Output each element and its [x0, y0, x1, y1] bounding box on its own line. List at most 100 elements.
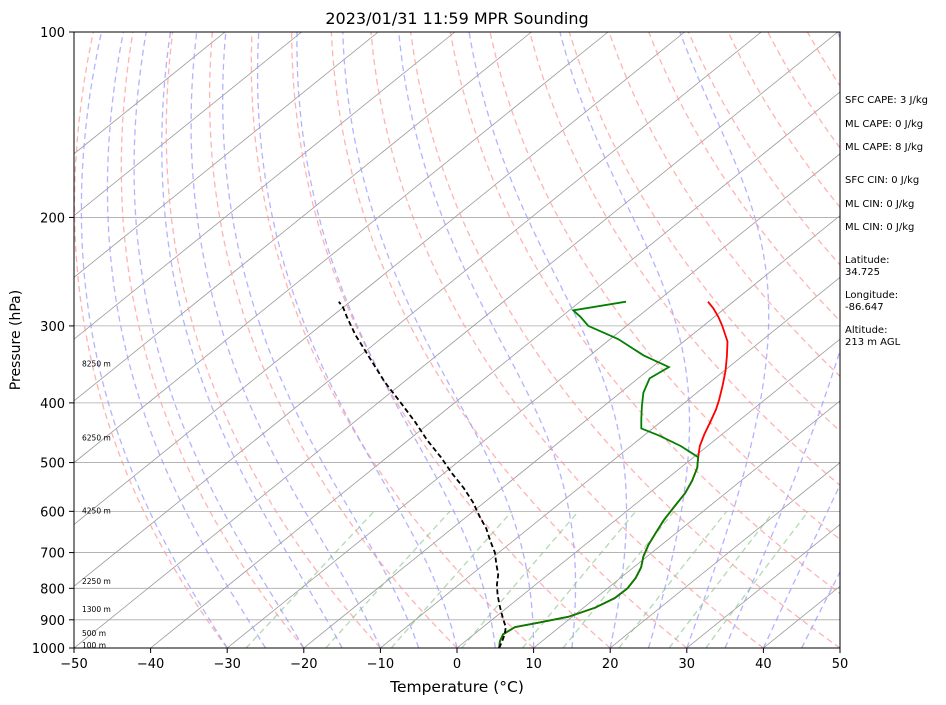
chart-title: 2023/01/31 11:59 MPR Sounding — [325, 9, 588, 28]
isotherm-line — [686, 523, 840, 648]
mixing-ratio-line — [390, 510, 513, 648]
x-tick-label: −10 — [367, 657, 394, 672]
isotherm-line — [456, 338, 840, 648]
moist-adiabat-line — [296, 32, 496, 648]
isotherm-line — [74, 32, 762, 587]
mixing-ratio-line — [461, 510, 579, 648]
x-tick-label: 20 — [602, 657, 619, 672]
isotherm-line — [150, 91, 840, 648]
isotherm-line — [74, 32, 685, 525]
y-tick-label: 600 — [40, 505, 65, 520]
moist-adiabat-line — [468, 32, 628, 648]
x-axis: −50 −40 −30 −20 −10 0 10 20 30 40 50 — [60, 648, 848, 672]
x-tick-label: −20 — [290, 657, 317, 672]
dry-adiabat-line — [370, 32, 764, 648]
x-axis-label: Temperature (°C) — [389, 678, 524, 696]
background-lines — [74, 32, 946, 648]
x-tick-label: −40 — [137, 657, 164, 672]
x-tick-label: 40 — [755, 657, 772, 672]
height-label: 8250 m — [82, 359, 111, 368]
isotherm-line — [74, 32, 839, 648]
moist-adiabat-line — [106, 32, 267, 648]
moist-adiabat-line — [256, 32, 458, 648]
height-label: 100 m — [82, 641, 106, 650]
dry-adiabat-line — [250, 32, 535, 648]
mixing-ratio-line — [521, 510, 637, 648]
dry-adiabat-line — [926, 32, 946, 648]
x-tick-label: −30 — [213, 657, 240, 672]
dewpoint-profile-line — [498, 300, 700, 648]
stat-item: Longitude: -86.647 — [845, 290, 899, 313]
stat-item: Latitude: 34.725 — [845, 255, 890, 278]
moist-adiabat-line — [724, 32, 840, 648]
stat-item: Altitude: 213 m AGL — [845, 325, 901, 348]
series-layer — [338, 300, 729, 648]
y-tick-label: 800 — [40, 582, 65, 597]
height-label: 6250 m — [82, 433, 111, 442]
y-tick-label: 700 — [40, 547, 65, 562]
moist-adiabat-line — [80, 32, 228, 648]
dry-adiabat-line — [120, 32, 305, 648]
height-label: 500 m — [82, 629, 106, 638]
isotherm-line — [74, 32, 302, 217]
height-label: 4250 m — [82, 506, 111, 515]
moist-adiabat-line — [679, 32, 770, 648]
mixing-ratio-line — [668, 510, 775, 648]
height-label: 1300 m — [82, 605, 111, 614]
moist-adiabat-line — [398, 32, 577, 648]
moist-adiabat-line — [133, 32, 305, 648]
isotherm-line — [74, 32, 226, 155]
dry-adiabat-line — [165, 32, 381, 648]
moist-adiabat-line — [342, 32, 535, 648]
dry-adiabat-line — [330, 32, 688, 648]
y-tick-label: 200 — [40, 211, 65, 226]
x-tick-label: −50 — [60, 657, 87, 672]
height-labels: 8250 m 6250 m 4250 m 2250 m 1300 m 500 m 100 m — [82, 359, 111, 649]
isotherm-line — [74, 32, 532, 402]
stat-item: SFC CAPE: 3 J/kg — [845, 95, 928, 106]
isotherm-line — [533, 400, 840, 648]
isotherm-line — [226, 153, 840, 648]
mixing-ratio-line — [245, 510, 375, 648]
stat-item: ML CIN: 0 J/kg — [845, 199, 915, 210]
y-tick-label: 1000 — [32, 642, 65, 657]
y-tick-label: 900 — [40, 614, 65, 629]
y-tick-label: 400 — [40, 397, 65, 412]
x-tick-label: 30 — [679, 657, 696, 672]
dry-adiabat-line — [74, 32, 228, 648]
moist-adiabat-line — [559, 32, 691, 648]
stat-item: ML CIN: 0 J/kg — [845, 222, 915, 233]
moist-adiabat-line — [222, 32, 420, 648]
isotherm-line — [74, 32, 609, 464]
x-tick-label: 0 — [453, 657, 461, 672]
mixing-ratio-line — [705, 510, 809, 648]
isotherm-line — [609, 462, 840, 648]
dry-adiabat-line — [409, 32, 840, 648]
y-tick-label: 100 — [40, 26, 65, 41]
y-axis: 1000 900 800 700 600 500 400 300 200 100 — [32, 26, 74, 657]
moist-adiabat-line — [161, 32, 343, 648]
moist-adiabat-line — [190, 32, 381, 648]
stat-item: ML CAPE: 8 J/kg — [845, 142, 924, 153]
dry-adiabat-line — [449, 32, 840, 595]
stat-item: SFC CIN: 0 J/kg — [845, 175, 920, 186]
x-tick-label: 10 — [525, 657, 542, 672]
stat-item: ML CAPE: 0 J/kg — [845, 119, 924, 130]
height-label: 2250 m — [82, 577, 111, 586]
mixing-ratio-line — [325, 510, 451, 648]
isotherm-line — [380, 276, 840, 648]
x-tick-label: 50 — [832, 657, 849, 672]
temperature-profile-line — [498, 301, 729, 648]
isotherm-line — [303, 215, 840, 648]
mixing-ratio-line — [618, 510, 728, 648]
y-tick-label: 500 — [40, 457, 65, 472]
parcel-profile-line — [338, 301, 507, 648]
isotherm-line — [74, 32, 379, 278]
dry-adiabat-line — [208, 32, 458, 648]
y-tick-label: 300 — [40, 320, 65, 335]
y-axis-label: Pressure (hPa) — [8, 290, 24, 390]
isotherm-line — [74, 32, 456, 340]
mixing-ratio-line — [562, 510, 675, 648]
dry-adiabat-line — [290, 32, 611, 648]
